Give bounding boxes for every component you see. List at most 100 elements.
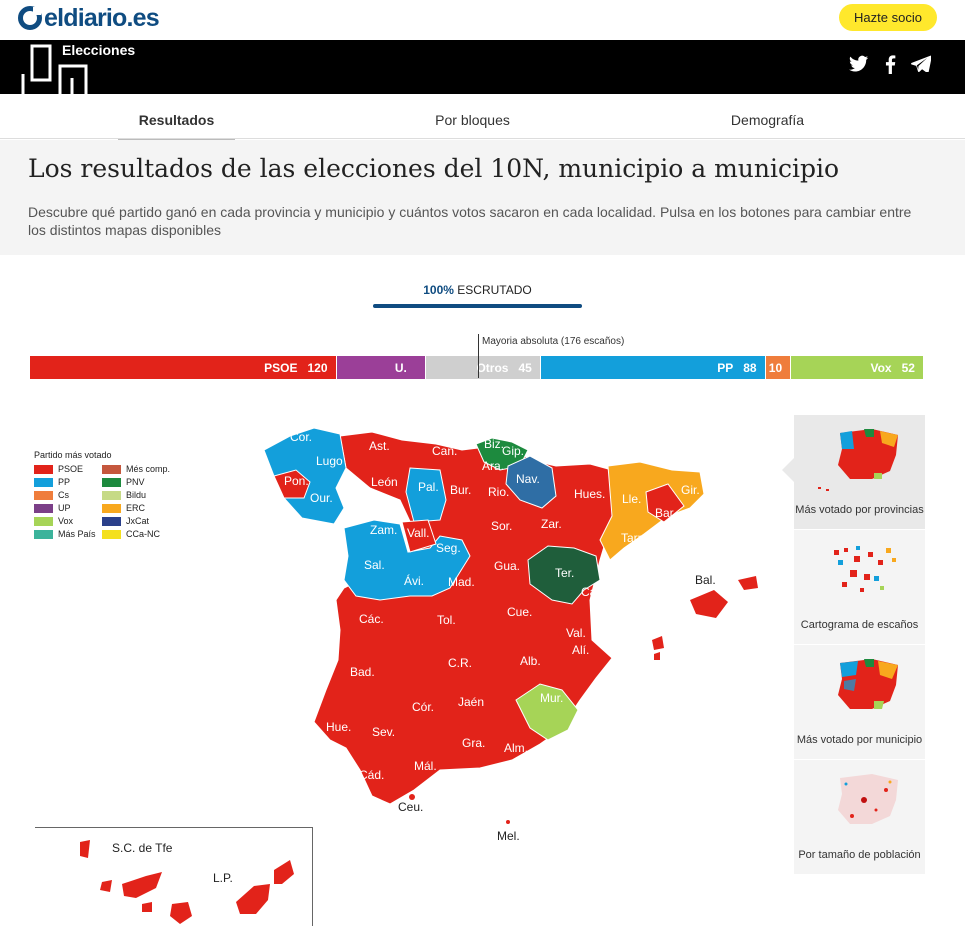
province-shape (645, 483, 685, 523)
party-name: Vox (870, 360, 892, 375)
legend-label: PNV (126, 477, 145, 487)
province-label: Gra. (462, 736, 485, 750)
province-label: Cast. (581, 585, 609, 599)
legend-item: Bildu (102, 490, 182, 500)
party-seats: 88 (743, 360, 757, 375)
province-label: Tol. (437, 613, 456, 627)
province-label: Seg. (436, 541, 461, 555)
map-option-cartograma[interactable]: Cartograma de escaños (794, 530, 925, 645)
map-option-provincias[interactable]: Más votado por provincias (794, 415, 925, 530)
party-name: U. (394, 360, 407, 375)
province-label: Cád. (359, 768, 384, 782)
province-shape (690, 590, 728, 618)
tab-por-bloques[interactable]: Por bloques (435, 112, 510, 128)
province-label: Bar. (655, 506, 676, 520)
legend-label: ERC (126, 503, 146, 513)
tab-bar: Resultados Por bloques Demografía (0, 94, 965, 139)
legend-label: JxCat (126, 516, 150, 526)
telegram-icon[interactable] (911, 55, 931, 72)
page-header: Los resultados de las elecciones del 10N… (0, 140, 965, 255)
escrutado-percent: 100% (423, 283, 454, 297)
province-label: Gip. (502, 444, 524, 458)
province-shape (409, 794, 415, 800)
province-label: Mur. (540, 691, 563, 705)
province-label: Hues. (574, 487, 605, 501)
province-label: Vall. (407, 526, 429, 540)
facebook-icon[interactable] (885, 55, 896, 74)
party-seats: 120 (307, 360, 328, 375)
legend-label: Más País (58, 529, 96, 539)
banner-logo-icon (21, 44, 88, 94)
province-label: C.R. (448, 656, 472, 670)
panel-pointer (782, 458, 794, 482)
province-shape (654, 652, 660, 660)
seats-segment[interactable]: PP 88 (540, 356, 766, 379)
province-label: Pon. (284, 474, 309, 488)
province-label: Zar. (541, 517, 562, 531)
province-label: Mad. (448, 575, 475, 589)
party-seats: 10 (768, 360, 783, 375)
hazte-socio-button[interactable]: Hazte socio (839, 4, 937, 31)
escrutado-text: ESCRUTADO (457, 283, 532, 297)
spain-map[interactable]: Cor. Lugo Ast. Can. Bur. Pon.Our. León Pal. Rio.… (0, 400, 790, 926)
province-label: Val. (566, 626, 586, 640)
province-label: Lugo (316, 454, 343, 468)
map-option-label: Más votado por municipio (796, 734, 923, 746)
province-label: Gua. (494, 559, 520, 573)
page-description: Descubre qué partido ganó en cada provin… (28, 204, 912, 238)
legend-swatch (34, 503, 53, 513)
province-label: Nav. (516, 472, 540, 486)
province-label: Alb. (520, 654, 541, 668)
site-logo[interactable]: eldiario.es (18, 4, 160, 32)
province-shape (343, 519, 471, 601)
map-option-poblacion[interactable]: Por tamaño de población (794, 760, 925, 875)
legend-items: PSOE Més comp. PP PNV Cs Bildu UP ERC Vox JxCat Má… (34, 464, 182, 539)
party-name: Otros (476, 360, 509, 375)
province-label: Sal. (364, 558, 385, 572)
province-shape (274, 860, 294, 884)
province-label: Ast. (369, 439, 390, 453)
legend-swatch (34, 464, 53, 474)
province-label: Alí. (572, 643, 589, 657)
thumbnail-provincias-icon (818, 429, 898, 491)
seats-segment[interactable]: Vox 52 (791, 356, 924, 379)
legend-label: Cs (58, 490, 69, 500)
province-label: Hue. (326, 720, 351, 734)
tab-resultados[interactable]: Resultados (138, 112, 215, 128)
province-shape (401, 519, 437, 553)
province-label: Jaén (458, 695, 484, 709)
seats-segment[interactable]: Otros 45 (425, 356, 541, 379)
twitter-icon[interactable] (849, 55, 869, 73)
legend-swatch (102, 516, 121, 526)
province-label: Bur. (450, 483, 471, 497)
province-shape (506, 820, 510, 824)
logo-mark-icon (18, 6, 42, 30)
seats-segment[interactable]: U. (336, 356, 426, 379)
province-label: Biz. (484, 437, 504, 451)
province-shape (80, 840, 90, 858)
map-selector-panel: Más votado por provincias Cartograma de … (794, 415, 925, 875)
seats-segment[interactable]: 10 (765, 356, 792, 379)
province-shape (527, 545, 601, 605)
legend-label: UP (58, 503, 71, 513)
province-label: Ter. (555, 566, 574, 580)
escrutado-label: 100% ESCRUTADO (373, 283, 582, 297)
party-seats: 52 (901, 360, 915, 375)
province-label: Pal. (418, 480, 439, 494)
province-label: Cue. (507, 605, 532, 619)
tab-demografia[interactable]: Demografía (730, 112, 805, 128)
province-shape (273, 469, 311, 499)
province-label: Lle. (622, 492, 641, 506)
province-label: Cor. (290, 430, 312, 444)
top-bar: eldiario.es Hazte socio (0, 0, 965, 40)
legend-item: PNV (102, 477, 182, 487)
seats-segment[interactable]: PSOE 120 (30, 356, 337, 379)
party-name: PSOE (264, 360, 298, 375)
elecciones-banner: Elecciones (0, 40, 965, 94)
legend-title: Partido más votado (34, 450, 112, 460)
legend-swatch (102, 503, 121, 513)
banner-title: Elecciones (62, 42, 136, 58)
province-label: Bal. (695, 573, 716, 587)
province-label: L.P. (213, 871, 233, 885)
map-option-municipio[interactable]: Más votado por municipio (794, 645, 925, 760)
